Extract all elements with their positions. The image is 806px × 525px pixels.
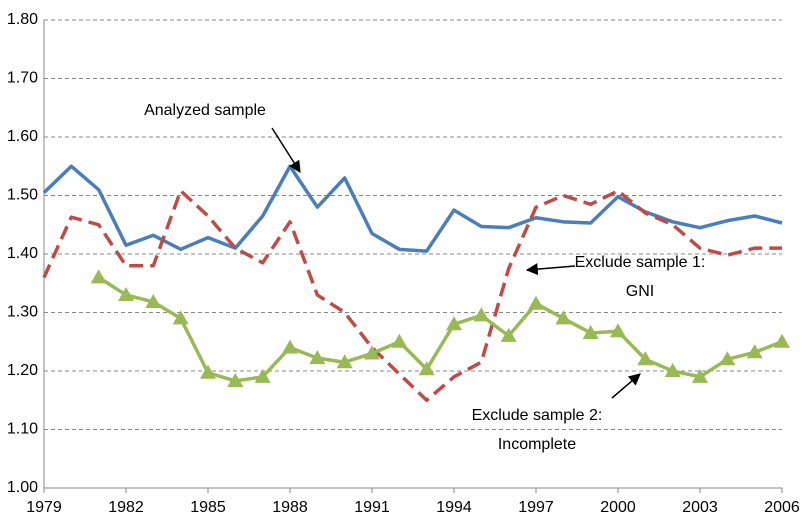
- marker: [309, 350, 326, 365]
- marker: [90, 269, 107, 284]
- marker: [282, 339, 298, 354]
- y-tick-label: 1.10: [7, 421, 38, 438]
- x-tick-label: 2000: [600, 499, 636, 516]
- marker: [610, 323, 626, 338]
- marker: [500, 327, 517, 342]
- marker: [473, 307, 490, 322]
- marker: [746, 344, 763, 359]
- annotation-arrow: [611, 373, 641, 399]
- marker: [555, 310, 572, 325]
- y-tick-label: 1.60: [7, 128, 38, 145]
- marker: [446, 316, 462, 331]
- annotation: Exclude sample 2:: [472, 407, 603, 424]
- x-tick-label: 1982: [108, 499, 144, 516]
- marker: [227, 372, 244, 387]
- y-tick-label: 1.70: [7, 70, 38, 87]
- marker: [692, 368, 708, 383]
- y-tick-label: 1.00: [7, 479, 38, 496]
- marker: [664, 363, 681, 377]
- marker: [391, 333, 408, 348]
- y-tick-label: 1.30: [7, 304, 38, 321]
- y-tick-label: 1.80: [7, 11, 38, 28]
- annotation: GNI: [626, 283, 654, 300]
- annotation: Incomplete: [498, 436, 576, 453]
- annotation: Analyzed sample: [144, 102, 266, 119]
- x-tick-label: 1988: [272, 499, 308, 516]
- series-line: [42, 189, 782, 402]
- annotation-arrow: [271, 127, 301, 174]
- x-tick-label: 1997: [518, 499, 554, 516]
- annotation-arrow: [525, 263, 576, 276]
- series-line: [97, 275, 783, 383]
- marker: [200, 364, 216, 379]
- marker: [336, 354, 353, 369]
- x-tick-label: 1994: [436, 499, 472, 516]
- x-tick-label: 1985: [190, 499, 226, 516]
- series-line: [42, 164, 783, 253]
- marker: [528, 295, 544, 310]
- marker: [364, 345, 380, 360]
- marker: [637, 351, 654, 366]
- marker: [118, 286, 134, 301]
- marker: [172, 310, 189, 325]
- y-tick-label: 1.40: [7, 245, 38, 262]
- x-tick-label: 2006: [764, 499, 800, 516]
- marker: [145, 293, 162, 308]
- marker: [254, 368, 271, 383]
- marker: [418, 361, 435, 376]
- marker: [774, 333, 790, 348]
- marker: [582, 324, 599, 339]
- y-tick-label: 1.50: [7, 187, 38, 204]
- annotation: Exclude sample 1:: [575, 254, 706, 271]
- x-tick-label: 1979: [26, 499, 62, 516]
- x-tick-label: 1991: [354, 499, 390, 516]
- marker: [719, 351, 736, 366]
- x-tick-label: 2003: [682, 499, 718, 516]
- y-tick-label: 1.20: [7, 362, 38, 379]
